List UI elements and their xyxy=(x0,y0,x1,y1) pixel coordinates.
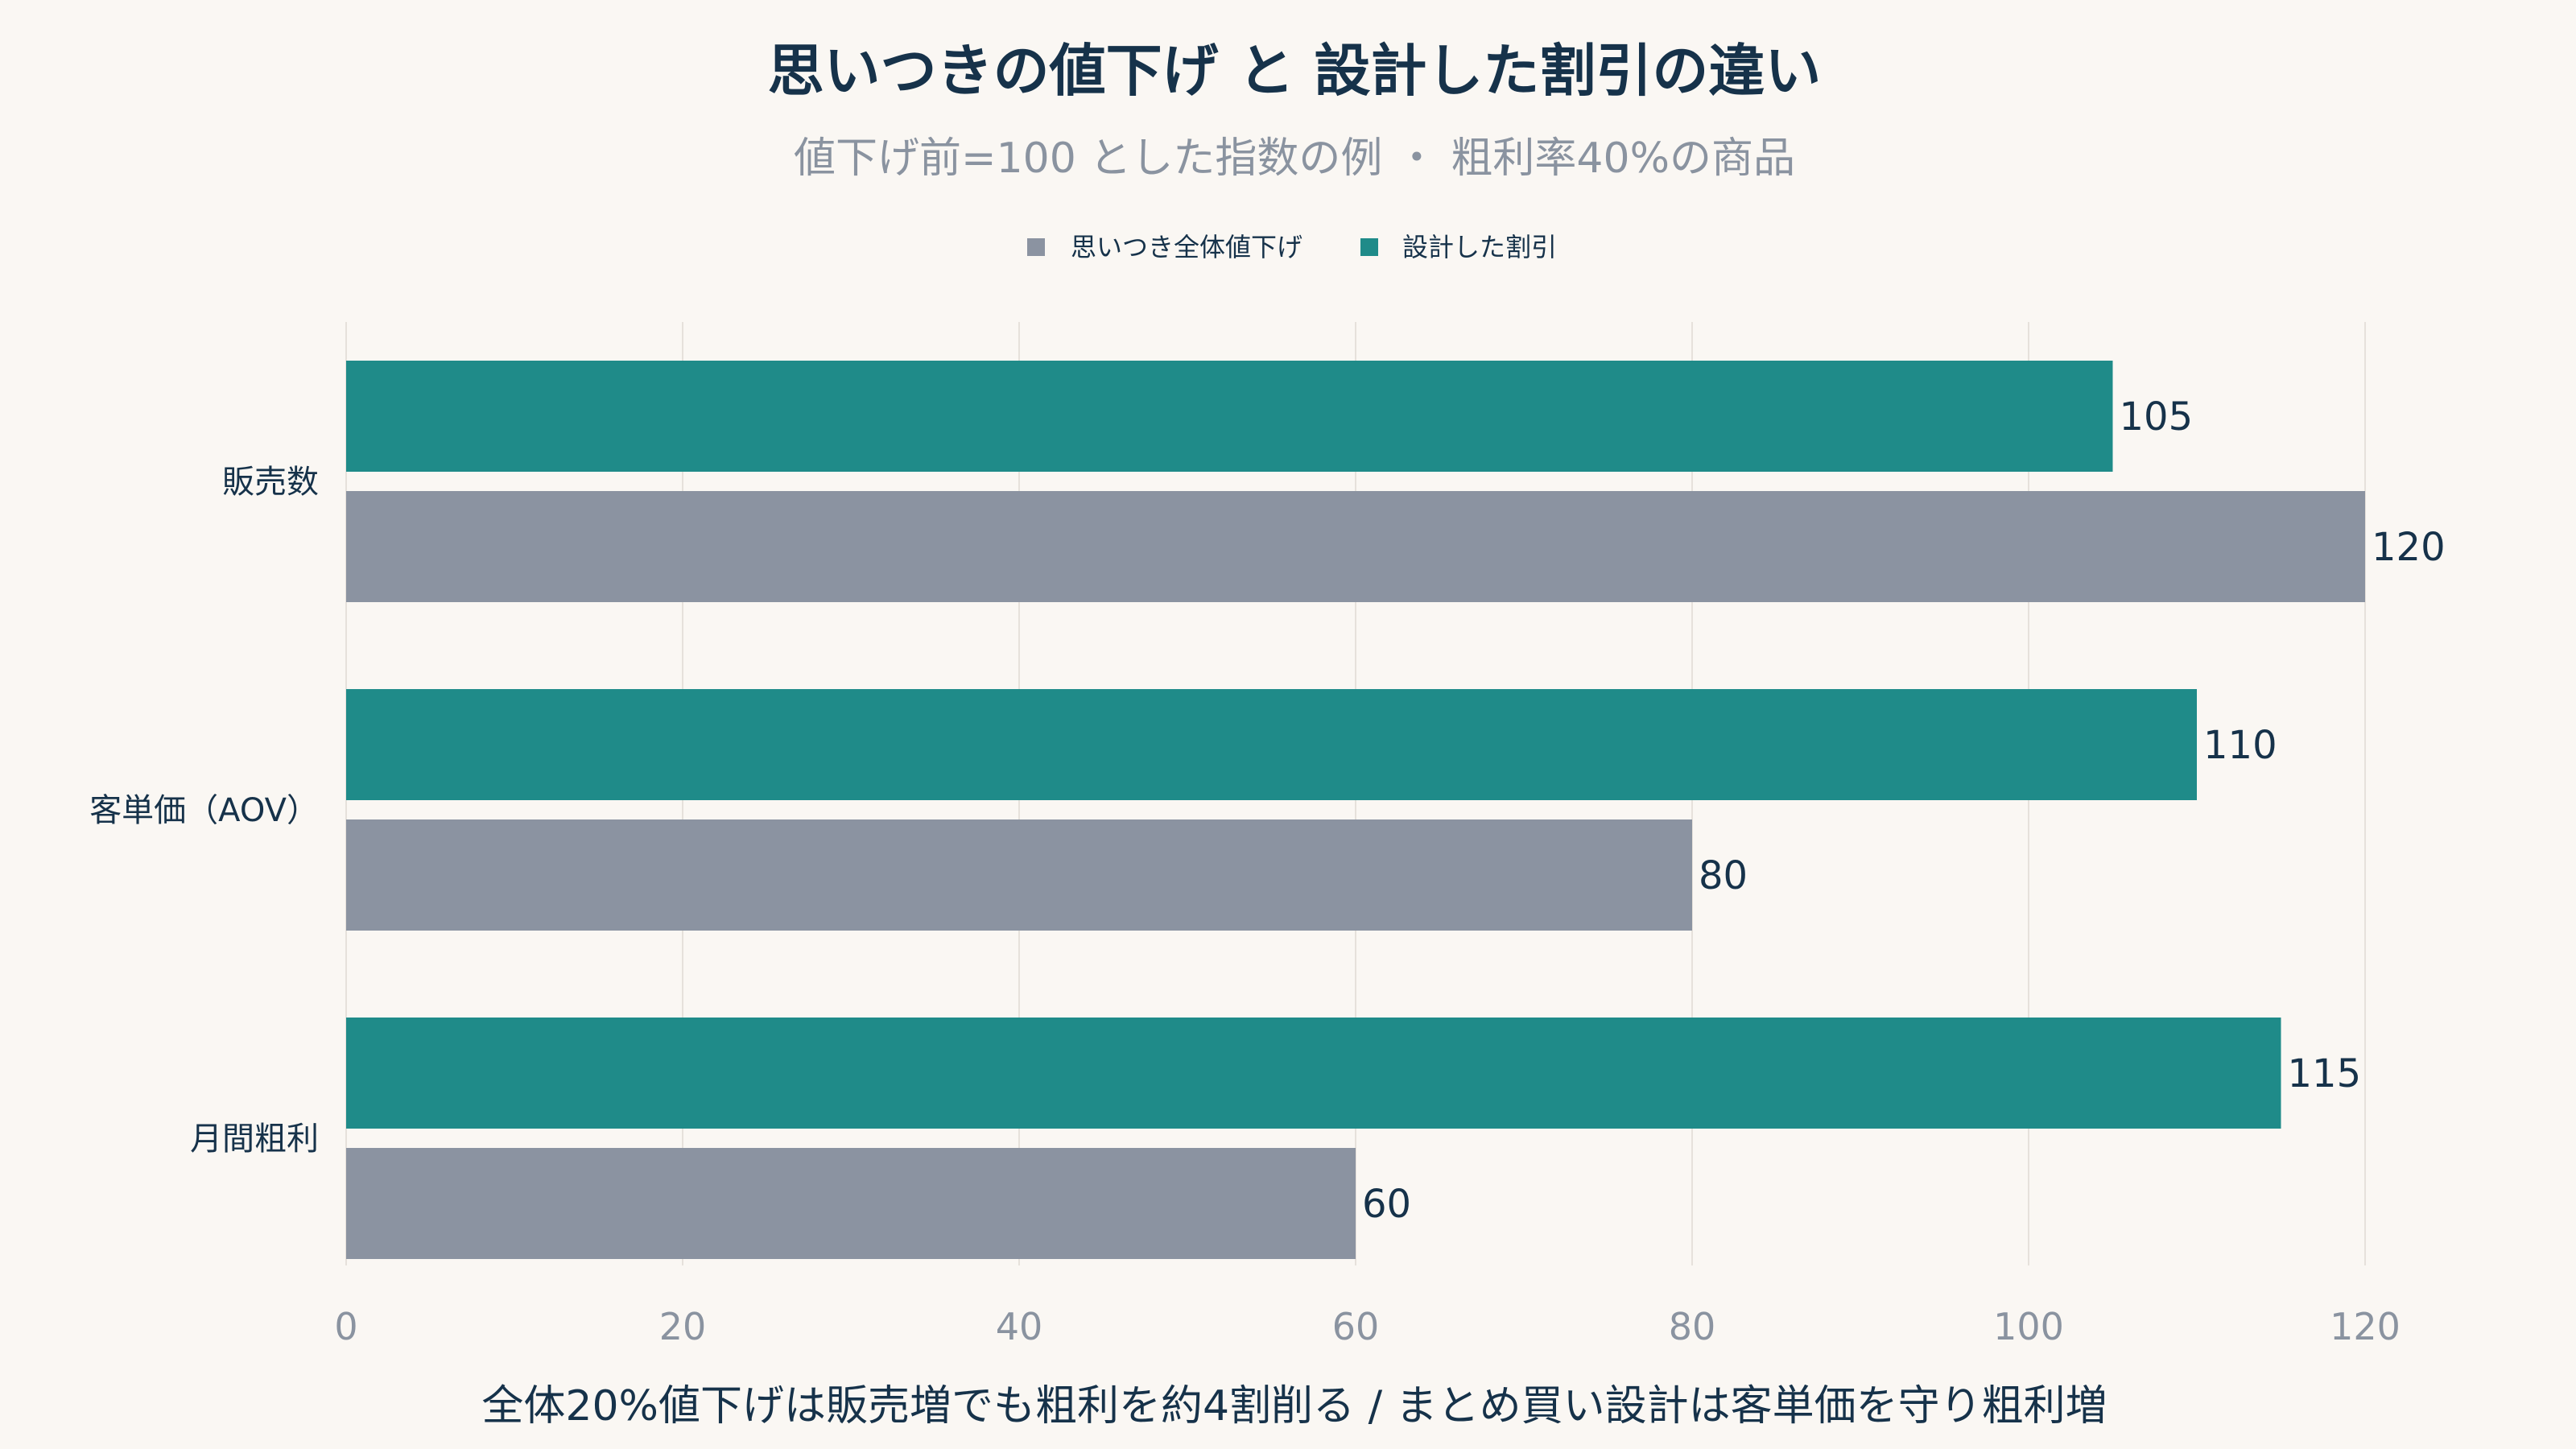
value-label-0-series-1: 105 xyxy=(2120,394,2194,440)
x-tick-label-80: 80 xyxy=(1669,1305,1716,1348)
bar-1-series-0 xyxy=(346,819,1692,931)
legend: 思いつき全体値下げ 設計した割引 xyxy=(1027,232,1557,262)
chart-caption: 全体20%値下げは販売増でも粗利を約4割削る / まとめ買い設計は客単価を守り粗… xyxy=(481,1382,2107,1430)
category-label-2: 月間粗利 xyxy=(190,1121,319,1158)
bar-1-series-1 xyxy=(346,689,2197,800)
chart-subtitle: 値下げ前=100 とした指数の例 ・ 粗利率40%の商品 xyxy=(794,134,1795,183)
x-tick-label-0: 0 xyxy=(334,1305,357,1348)
bars xyxy=(346,361,2365,1259)
value-label-1-series-1: 110 xyxy=(2203,723,2277,768)
bar-2-series-1 xyxy=(346,1018,2281,1129)
value-label-1-series-0: 80 xyxy=(1699,853,1748,898)
x-tick-labels: 0 20 40 60 80 100 120 xyxy=(334,1305,2401,1348)
x-tick-label-60: 60 xyxy=(1332,1305,1380,1348)
legend-label-series-0: 思いつき全体値下げ xyxy=(1071,232,1302,262)
x-tick-label-20: 20 xyxy=(659,1305,707,1348)
value-labels: 105 120 110 80 115 60 xyxy=(1362,394,2446,1227)
legend-swatch-series-0 xyxy=(1027,238,1045,256)
x-tick-label-120: 120 xyxy=(2330,1305,2401,1348)
bar-0-series-1 xyxy=(346,361,2113,472)
bar-0-series-0 xyxy=(346,491,2365,602)
value-label-2-series-0: 60 xyxy=(1362,1182,1411,1227)
legend-label-series-1: 設計した割引 xyxy=(1402,232,1557,262)
bar-2-series-0 xyxy=(346,1148,1356,1259)
x-tick-label-40: 40 xyxy=(996,1305,1043,1348)
category-label-1: 客単価（AOV） xyxy=(89,792,319,829)
value-label-2-series-1: 115 xyxy=(2288,1051,2362,1096)
chart-title: 思いつきの値下げ と 設計した割引の違い xyxy=(768,38,1822,104)
legend-swatch-series-1 xyxy=(1360,238,1378,256)
x-tick-label-100: 100 xyxy=(1993,1305,2064,1348)
category-label-0: 販売数 xyxy=(222,464,319,501)
value-label-0-series-0: 120 xyxy=(2372,525,2446,570)
